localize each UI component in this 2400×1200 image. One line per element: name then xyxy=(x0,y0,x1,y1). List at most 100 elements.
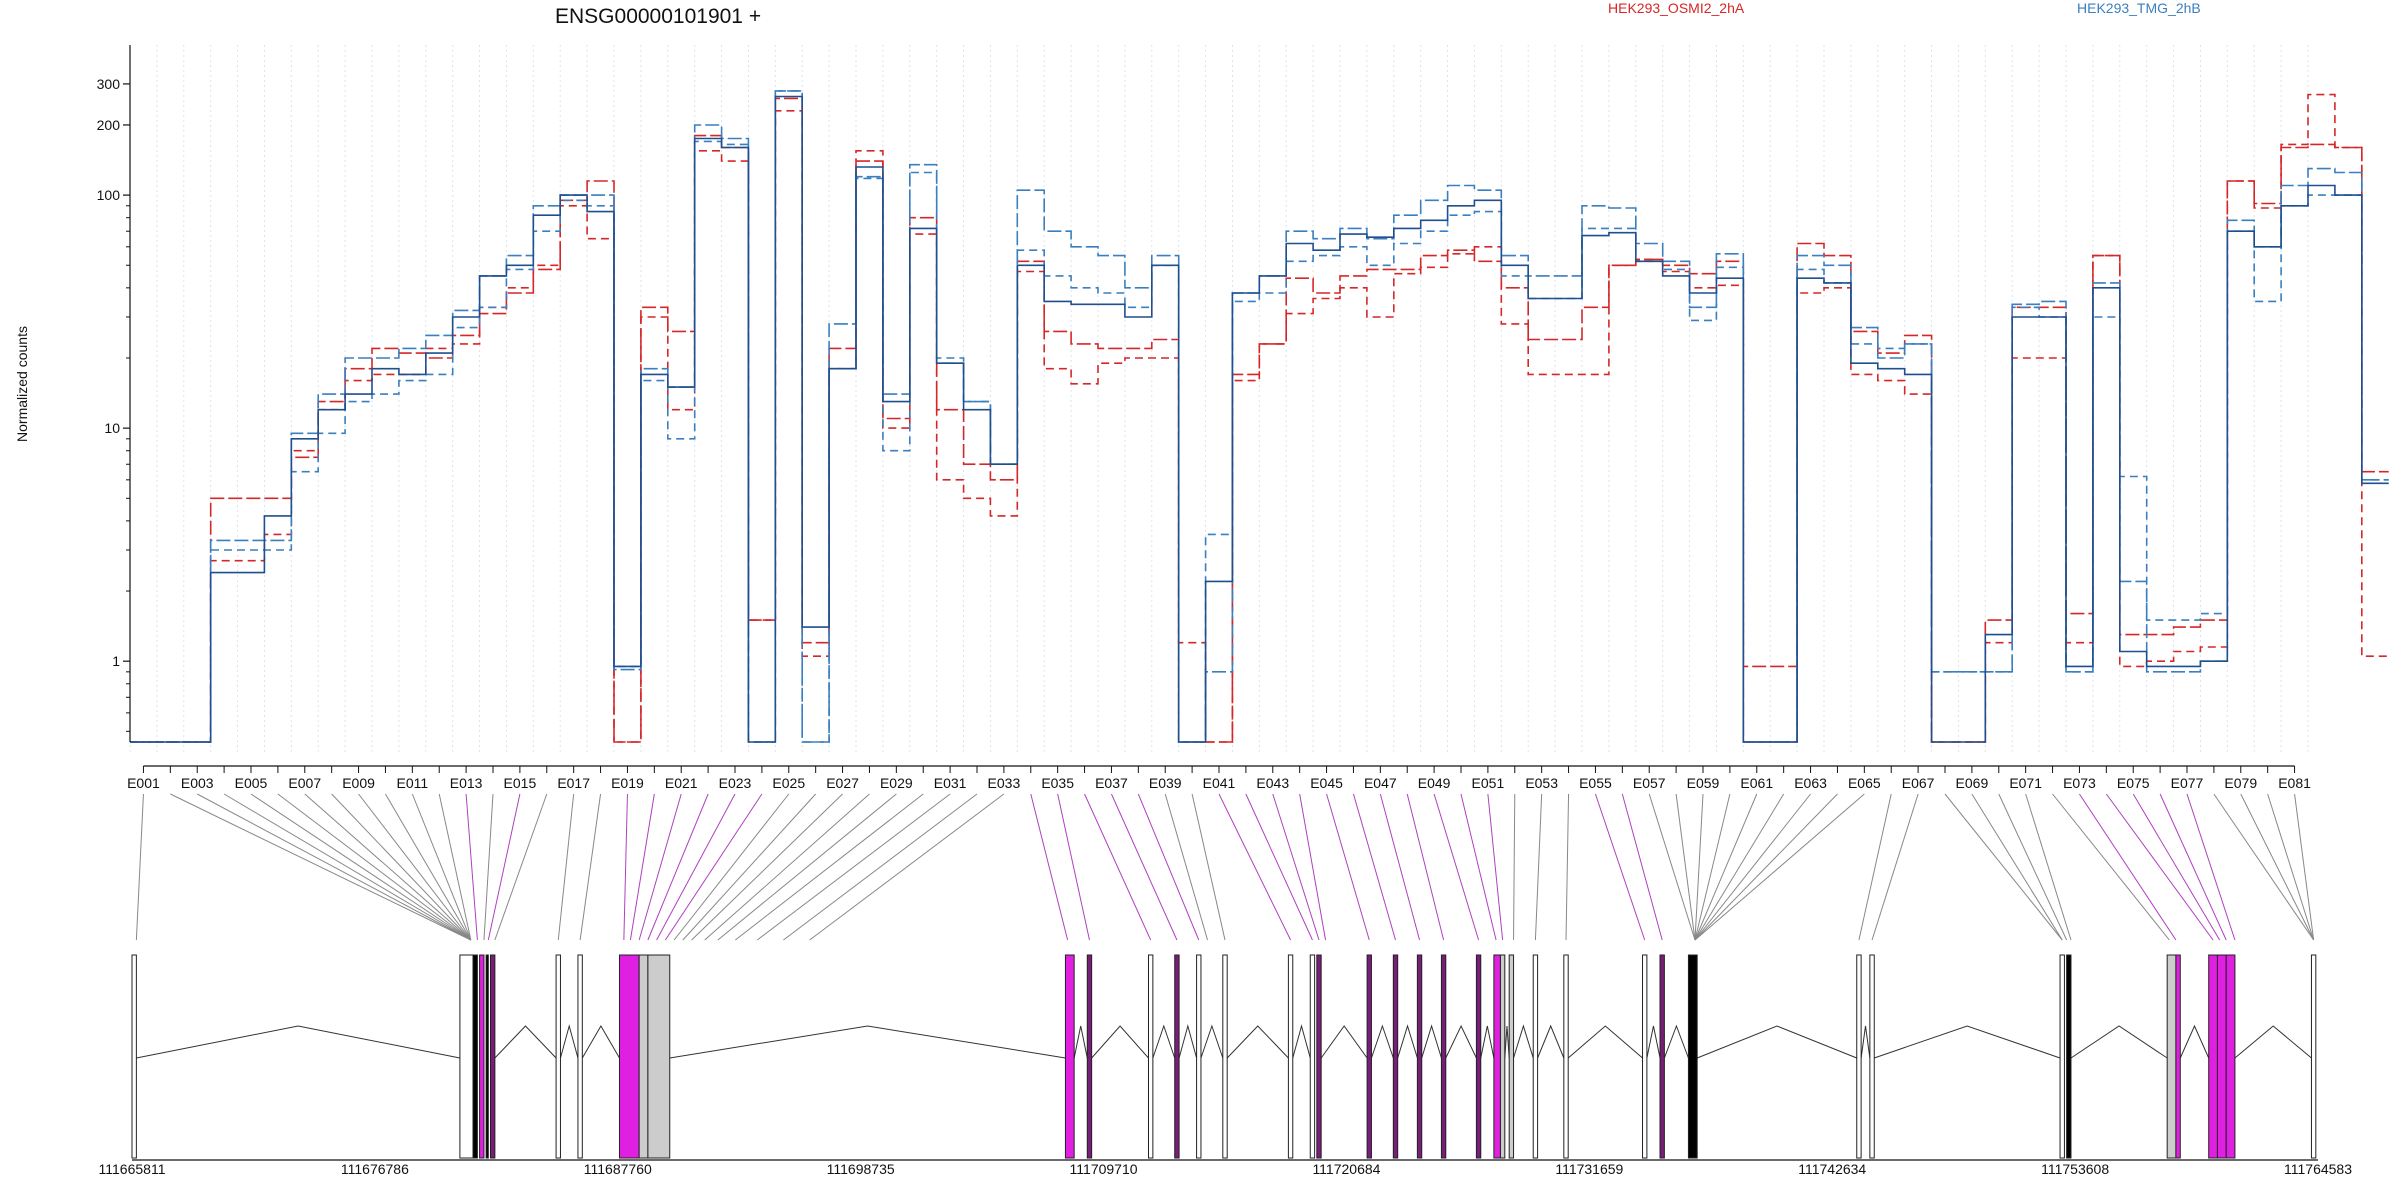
exon-block xyxy=(577,954,583,1159)
intron-connector xyxy=(1320,1025,1368,1059)
x-tick-label: E047 xyxy=(1364,775,1397,791)
exon-mapping-line xyxy=(717,793,897,941)
exon-block xyxy=(2059,954,2065,1159)
exon-block xyxy=(555,954,561,1159)
exon-block xyxy=(1642,954,1648,1159)
exon-block xyxy=(1416,954,1423,1159)
x-tick-label: E043 xyxy=(1256,775,1289,791)
exon-mapping-line xyxy=(623,793,628,941)
genomic-tick-label: 111753608 xyxy=(2041,1161,2109,1177)
x-tick-label: E055 xyxy=(1579,775,1612,791)
exon-mapping-line xyxy=(1164,793,1208,941)
intron-connector xyxy=(1421,1024,1442,1059)
intron-connector xyxy=(1567,1025,1643,1059)
exon-block xyxy=(1287,954,1294,1159)
intron-connector xyxy=(1537,1024,1565,1059)
exon-mapping-line xyxy=(411,793,472,941)
x-tick-label: E051 xyxy=(1472,775,1505,791)
exon-block xyxy=(1475,954,1482,1159)
exon-mapping-line xyxy=(1084,793,1152,941)
x-tick-label: E061 xyxy=(1740,775,1773,791)
exon-mapping-line xyxy=(1565,793,1570,941)
exon-block xyxy=(1316,954,1322,1159)
y-axis-label: Normalized counts xyxy=(14,326,30,442)
intron-connector xyxy=(559,1024,579,1059)
exon-mapping-line xyxy=(1694,793,1811,941)
exon-block xyxy=(1392,954,1399,1159)
exon-mapping-line xyxy=(1326,793,1370,941)
intron-connector xyxy=(1226,1025,1289,1059)
series-line-5 xyxy=(130,95,2389,743)
y-tick-label: 300 xyxy=(97,76,121,92)
exon-block xyxy=(490,954,496,1159)
exon-mapping-line xyxy=(809,793,1005,941)
x-tick-label: E079 xyxy=(2224,775,2257,791)
exon-block xyxy=(2225,954,2236,1159)
genomic-tick-label: 111687760 xyxy=(584,1161,652,1177)
exon-mapping-line xyxy=(2294,793,2315,941)
intron-connector xyxy=(1480,1025,1495,1059)
exon-mapping-line xyxy=(682,793,817,941)
intron-connector xyxy=(1178,1024,1198,1059)
exon-mapping-line xyxy=(638,793,682,941)
y-tick-label: 10 xyxy=(104,420,120,436)
x-tick-label: E077 xyxy=(2171,775,2204,791)
intron-connector xyxy=(1091,1025,1149,1059)
x-tick-label: E005 xyxy=(235,775,268,791)
exon-mapping-line xyxy=(557,793,575,941)
genomic-tick-label: 111731659 xyxy=(1555,1161,1623,1177)
exon-mapping-line xyxy=(1057,793,1090,941)
exon-mapping-line xyxy=(170,793,472,941)
exon-block xyxy=(1309,954,1316,1159)
x-tick-label: E013 xyxy=(450,775,483,791)
intron-connector xyxy=(1200,1024,1224,1059)
x-tick-label: E011 xyxy=(396,775,428,791)
x-tick-label: E003 xyxy=(181,775,214,791)
exon-mapping-line xyxy=(196,793,472,941)
exon-mapping-line xyxy=(1218,793,1292,941)
x-tick-label: E027 xyxy=(826,775,859,791)
exon-mapping-line xyxy=(2267,793,2315,941)
exon-block xyxy=(479,954,485,1159)
intron-connector xyxy=(1513,1024,1534,1059)
x-tick-label: E023 xyxy=(719,775,752,791)
intron-connector xyxy=(1370,1024,1394,1059)
x-tick-label: E031 xyxy=(934,775,967,791)
genomic-tick-label: 111764583 xyxy=(2284,1161,2352,1177)
x-tick-label: E081 xyxy=(2278,775,2311,791)
exon-block xyxy=(472,954,478,1159)
genomic-tick-label: 111720684 xyxy=(1312,1161,1380,1177)
exon-mapping-line xyxy=(1858,793,1892,941)
exon-mapping-line xyxy=(1487,793,1504,941)
genomic-tick-label: 111698735 xyxy=(827,1161,895,1177)
exon-mapping-line xyxy=(277,793,472,941)
exon-block xyxy=(131,954,137,1159)
x-tick-label: E015 xyxy=(504,775,537,791)
exon-mapping-line xyxy=(358,793,472,941)
exon-mapping-line xyxy=(629,793,655,941)
exon-block xyxy=(647,954,671,1159)
exon-mapping-line xyxy=(1460,793,1497,941)
exon-mapping-lines xyxy=(135,793,2315,941)
legend-item-tmg: HEK293_TMG_2hB xyxy=(2077,0,2201,16)
exon-mapping-line xyxy=(331,793,472,941)
exon-mapping-line xyxy=(1406,793,1445,941)
x-tick-label: E071 xyxy=(2009,775,2042,791)
x-tick-label: E017 xyxy=(557,775,590,791)
exon-block xyxy=(2175,954,2181,1159)
exon-mapping-line xyxy=(1694,793,1731,941)
exon-mapping-line xyxy=(494,793,548,941)
exon-mapping-line xyxy=(1352,793,1396,941)
x-tick-label: E037 xyxy=(1095,775,1128,791)
x-tick-label: E033 xyxy=(988,775,1021,791)
gene-model xyxy=(131,954,2317,1159)
exon-mapping-line xyxy=(656,793,736,941)
exon-mapping-line xyxy=(1694,793,1785,941)
x-tick-label: E069 xyxy=(1956,775,1989,791)
intron-connector xyxy=(669,1025,1066,1059)
exon-mapping-line xyxy=(1030,793,1069,941)
x-tick-label: E025 xyxy=(772,775,805,791)
x-tick-label: E065 xyxy=(1848,775,1881,791)
exon-mapping-line xyxy=(2240,793,2315,941)
